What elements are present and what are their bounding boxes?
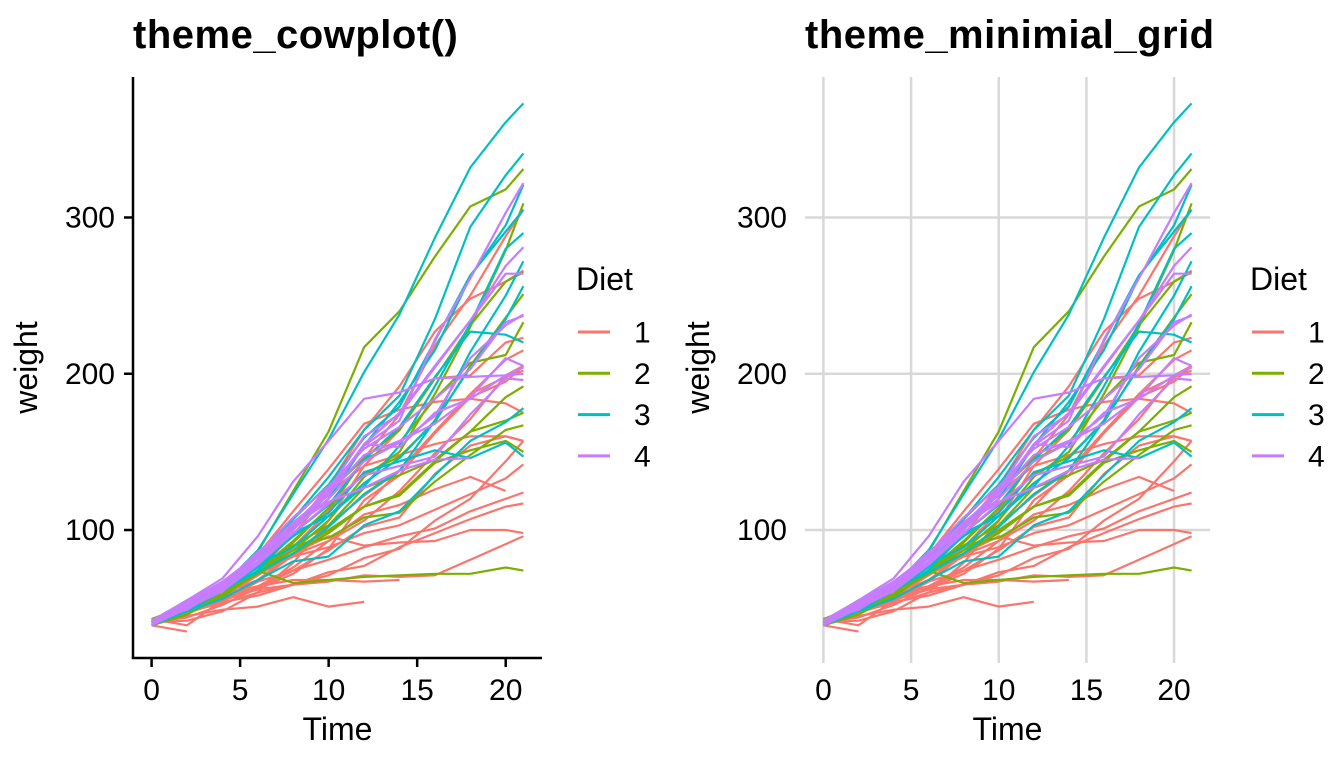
series-line-chick-30	[151, 439, 524, 622]
series-line-chick-45	[822, 377, 1192, 624]
series-line-chick-20	[823, 502, 1192, 624]
legend-label-diet-2: 2	[634, 358, 651, 391]
series-line-chick-34	[151, 152, 525, 624]
legend-label-diet-1: 1	[1308, 317, 1325, 350]
y-tick-label: 300	[65, 201, 115, 234]
series-line-chick-19	[823, 440, 1193, 621]
series-line-chick-38	[823, 232, 1193, 624]
series-line-chick-37	[151, 407, 525, 624]
series-line-chick-10	[151, 491, 524, 624]
legend-label-diet-3: 3	[634, 399, 651, 432]
cowplot-chart: 0 5 10 15 20 100 200 300 Time weight theme_cowplot…	[8, 13, 651, 747]
x-tick-label: 20	[1157, 674, 1190, 707]
legend-label-diet-2: 2	[1308, 358, 1325, 391]
series-line-chick-30	[823, 439, 1193, 622]
x-axis-title: Time	[973, 711, 1043, 747]
series-line-chick-49	[151, 314, 524, 625]
series-line-chick-39	[823, 260, 1193, 622]
series-line-chick-50	[822, 272, 1192, 624]
series-line-chick-43	[151, 372, 524, 622]
legend-title: Diet	[1250, 261, 1307, 297]
y-tick-label: 200	[737, 358, 787, 391]
legend-label-diet-1: 1	[634, 317, 651, 350]
x-tick-label: 15	[400, 674, 433, 707]
y-axis-title: weight	[680, 321, 716, 415]
series-line-chick-34	[823, 152, 1193, 624]
series-line-chick-47	[822, 357, 1193, 624]
series-line-chick-38	[151, 232, 525, 624]
x-tick-label: 20	[489, 674, 522, 707]
series-line-chick-39	[151, 260, 525, 622]
axis-lines	[124, 77, 542, 667]
series-line-chick-18	[151, 624, 188, 633]
x-tick-label: 5	[232, 674, 249, 707]
series-line-chick-16	[823, 596, 1034, 624]
legend-label-diet-4: 4	[634, 440, 651, 473]
x-tick-label: 10	[312, 674, 345, 707]
series-line-chick-48	[822, 182, 1193, 627]
x-tick-label: 10	[982, 674, 1015, 707]
y-tick-label: 200	[65, 358, 115, 391]
series-line-chick-46	[151, 313, 524, 625]
plot-title: theme_cowplot()	[133, 13, 458, 57]
series-line-chick-43	[822, 372, 1192, 622]
series-line-chick-18	[823, 624, 859, 633]
y-tick-label: 300	[737, 201, 787, 234]
legend-label-diet-4: 4	[1308, 440, 1325, 473]
series-line-chick-47	[151, 357, 524, 624]
legend-title: Diet	[576, 261, 633, 297]
series-line-chick-45	[151, 377, 524, 624]
y-tick-label: 100	[65, 514, 115, 547]
series-line-chick-49	[822, 314, 1192, 625]
series-line-chick-20	[151, 502, 524, 624]
grid-lines	[805, 77, 1210, 663]
y-axis-title: weight	[8, 321, 44, 415]
series-lines	[151, 102, 525, 633]
y-tick-label: 100	[737, 514, 787, 547]
series-line-chick-16	[151, 596, 365, 624]
x-axis-title: Time	[303, 711, 373, 747]
series-line-chick-50	[151, 272, 524, 624]
x-tick-label: 0	[143, 674, 160, 707]
series-line-chick-37	[823, 407, 1193, 624]
x-tick-label: 15	[1070, 674, 1103, 707]
plot-title: theme_minimial_grid	[805, 13, 1215, 57]
x-tick-label: 5	[903, 674, 920, 707]
series-line-chick-48	[151, 182, 525, 627]
legend-label-diet-3: 3	[1308, 399, 1325, 432]
series-line-chick-46	[822, 313, 1193, 625]
minimal-grid-chart: 0 5 10 15 20 100 200 300 Time weight theme_minimia…	[680, 13, 1325, 747]
series-lines	[822, 102, 1193, 633]
series-line-chick-10	[823, 491, 1192, 624]
x-tick-label: 0	[815, 674, 832, 707]
series-line-chick-19	[151, 440, 525, 621]
